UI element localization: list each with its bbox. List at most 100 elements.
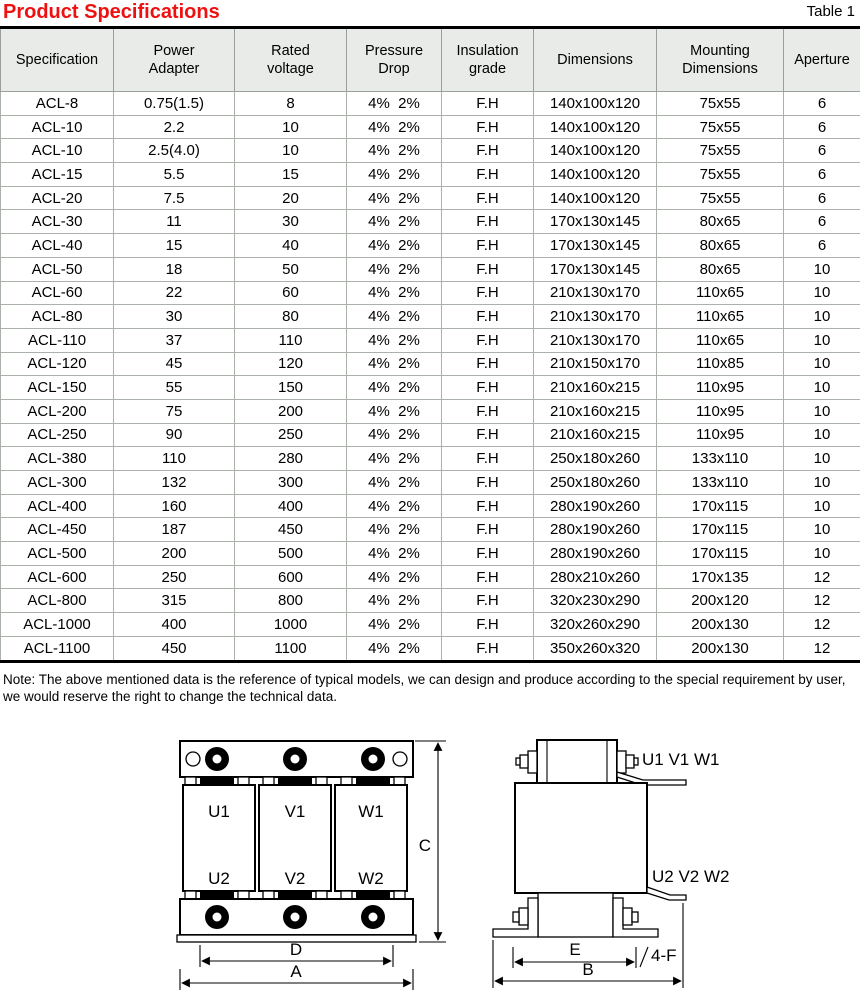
coil-connectors-top [184, 776, 406, 786]
table-cell-power_adapter: 132 [113, 470, 235, 495]
lower-core-block [537, 892, 614, 938]
svg-text:4-F: 4-F [651, 946, 677, 965]
table-cell-power_adapter: 2.2 [113, 114, 235, 140]
table-cell-rated_voltage: 250 [234, 422, 347, 448]
table-cell-specification: ACL-10 [0, 114, 114, 140]
base-plate [176, 934, 417, 943]
table-cell-insulation_grade: F.H [441, 304, 534, 329]
table-cell-pressure_drop: 4% 2% [346, 304, 442, 329]
table-cell-dimensions: 210x130x170 [533, 280, 657, 306]
top-terminal-bar [179, 740, 414, 778]
table-cell-specification: ACL-1000 [0, 612, 114, 637]
table-cell-pressure_drop: 4% 2% [346, 209, 442, 235]
table-row: ACL-10 2.2 10 4% 2% F.H 140x100x120 75x55 6 [0, 114, 860, 140]
table-cell-pressure_drop: 4% 2% [346, 588, 442, 614]
table-cell-specification: ACL-250 [0, 422, 114, 448]
table-cell-aperture: 10 [783, 327, 860, 353]
table-row: ACL-500 200 500 4% 2% F.H 280x190x260 170x115 1… [0, 541, 860, 566]
table-cell-mounting_dimensions: 200x120 [656, 588, 784, 614]
table-cell-rated_voltage: 110 [234, 327, 347, 353]
table-cell-insulation_grade: F.H [441, 493, 534, 519]
dimension-e: E [512, 940, 637, 968]
table-cell-specification: ACL-30 [0, 209, 114, 235]
table-cell-aperture: 10 [783, 375, 860, 400]
svg-text:D: D [290, 940, 302, 959]
table-cell-power_adapter: 7.5 [113, 185, 235, 211]
table-cell-insulation_grade: F.H [441, 91, 534, 116]
table-cell-dimensions: 250x180x260 [533, 446, 657, 471]
table-cell-dimensions: 320x260x290 [533, 612, 657, 637]
terminal-rings-bottom [205, 905, 385, 929]
table-row: ACL-80 30 80 4% 2% F.H 210x130x170 110x65 10 [0, 304, 860, 329]
table-cell-rated_voltage: 600 [234, 564, 347, 590]
table-cell-dimensions: 350x260x320 [533, 635, 657, 662]
table-cell-insulation_grade: F.H [441, 327, 534, 353]
table-cell-mounting_dimensions: 80x65 [656, 209, 784, 235]
dimension-c: C [415, 740, 446, 943]
table-cell-aperture: 6 [783, 138, 860, 164]
table-cell-specification: ACL-40 [0, 233, 114, 258]
corner-hole-left [185, 751, 201, 767]
table-cell-insulation_grade: F.H [441, 185, 534, 211]
table-cell-specification: ACL-15 [0, 162, 114, 187]
table-cell-mounting_dimensions: 75x55 [656, 185, 784, 211]
table-cell-mounting_dimensions: 200x130 [656, 612, 784, 637]
table-cell-dimensions: 210x160x215 [533, 398, 657, 424]
table-cell-insulation_grade: F.H [441, 351, 534, 377]
table-cell-insulation_grade: F.H [441, 398, 534, 424]
table-cell-power_adapter: 22 [113, 280, 235, 306]
table-cell-aperture: 10 [783, 256, 860, 282]
table-cell-insulation_grade: F.H [441, 138, 534, 164]
table-cell-insulation_grade: F.H [441, 162, 534, 187]
table-cell-dimensions: 320x230x290 [533, 588, 657, 614]
table-cell-specification: ACL-150 [0, 375, 114, 400]
table-cell-power_adapter: 187 [113, 517, 235, 543]
table-cell-dimensions: 280x190x260 [533, 493, 657, 519]
table-cell-insulation_grade: F.H [441, 114, 534, 140]
terminal-bolt-right [616, 750, 639, 774]
table-cell-mounting_dimensions: 200x130 [656, 635, 784, 662]
table-cell-mounting_dimensions: 110x85 [656, 351, 784, 377]
table-cell-specification: ACL-10 [0, 138, 114, 164]
table-cell-specification: ACL-300 [0, 470, 114, 495]
table-cell-specification: ACL-800 [0, 588, 114, 614]
table-cell-specification: ACL-600 [0, 564, 114, 590]
table-cell-dimensions: 250x180x260 [533, 470, 657, 495]
svg-text:U2: U2 [208, 869, 230, 888]
table-cell-specification: ACL-400 [0, 493, 114, 519]
table-cell-rated_voltage: 800 [234, 588, 347, 614]
table-cell-rated_voltage: 500 [234, 541, 347, 566]
table-cell-aperture: 10 [783, 304, 860, 329]
table-cell-power_adapter: 45 [113, 351, 235, 377]
corner-hole-right [392, 751, 408, 767]
header-pressure-drop: Pressure Drop [346, 27, 442, 92]
table-number-label: Table 1 [806, 3, 855, 20]
table-cell-pressure_drop: 4% 2% [346, 564, 442, 590]
table-row: ACL-600 250 600 4% 2% F.H 280x210x260 170x135 1… [0, 564, 860, 590]
table-cell-pressure_drop: 4% 2% [346, 138, 442, 164]
table-row: ACL-250 90 250 4% 2% F.H 210x160x215 110x95 10 [0, 422, 860, 448]
table-cell-mounting_dimensions: 110x65 [656, 327, 784, 353]
table-cell-rated_voltage: 50 [234, 256, 347, 282]
table-cell-dimensions: 170x130x145 [533, 209, 657, 235]
svg-text:V1: V1 [285, 802, 306, 821]
table-cell-power_adapter: 160 [113, 493, 235, 519]
coil-w [334, 784, 408, 892]
table-cell-dimensions: 280x210x260 [533, 564, 657, 590]
dimension-a: A [179, 962, 414, 990]
terminal-rings-top [205, 747, 385, 771]
table-cell-insulation_grade: F.H [441, 635, 534, 662]
table-cell-insulation_grade: F.H [441, 588, 534, 614]
spec-table-head: Specification Power Adapter Rated voltag… [0, 27, 860, 92]
table-cell-dimensions: 140x100x120 [533, 114, 657, 140]
table-cell-specification: ACL-500 [0, 541, 114, 566]
table-cell-power_adapter: 315 [113, 588, 235, 614]
table-cell-mounting_dimensions: 110x65 [656, 280, 784, 306]
table-cell-power_adapter: 2.5(4.0) [113, 138, 235, 164]
table-row: ACL-800 315 800 4% 2% F.H 320x230x290 200x120 1… [0, 588, 860, 614]
table-cell-dimensions: 140x100x120 [533, 91, 657, 116]
table-cell-power_adapter: 400 [113, 612, 235, 637]
table-cell-dimensions: 210x130x170 [533, 327, 657, 353]
svg-text:U1: U1 [208, 802, 230, 821]
table-row: ACL-120 45 120 4% 2% F.H 210x150x170 110x85 10 [0, 351, 860, 377]
